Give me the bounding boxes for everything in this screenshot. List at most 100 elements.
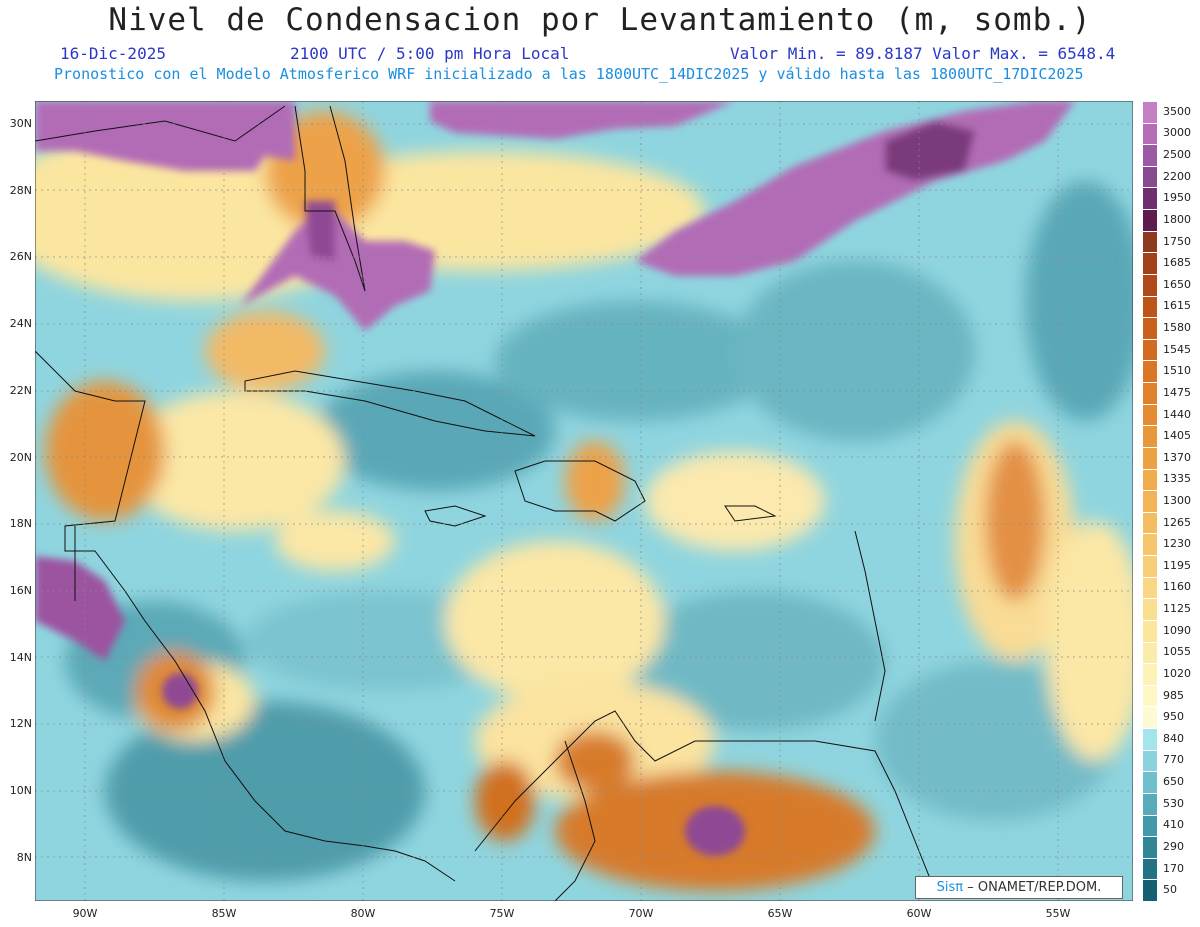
legend-label: 1950 xyxy=(1163,191,1191,205)
legend-swatch xyxy=(1143,209,1157,231)
legend-swatch xyxy=(1143,295,1157,318)
lat-tick-label: 24N xyxy=(9,317,32,331)
legend-label: 1020 xyxy=(1163,666,1191,680)
lat-tick-label: 10N xyxy=(9,784,32,797)
legend-label: 290 xyxy=(1163,839,1184,853)
legend-label: 1195 xyxy=(1163,558,1191,572)
credit-brand: Sisπ xyxy=(936,880,964,895)
legend-label: 650 xyxy=(1163,775,1184,789)
lon-tick-label: 60W xyxy=(906,907,932,920)
legend-swatch xyxy=(1143,144,1157,166)
legend-label: 1090 xyxy=(1163,623,1191,637)
legend-label: 1650 xyxy=(1163,277,1191,291)
legend-swatch xyxy=(1143,598,1157,620)
legend-label: 1750 xyxy=(1163,234,1191,248)
legend-label: 1580 xyxy=(1163,321,1191,335)
legend-swatch xyxy=(1143,425,1157,447)
legend-label: 50 xyxy=(1163,883,1177,897)
map-title: Nivel de Condensacion por Levantamiento … xyxy=(108,2,1092,38)
lat-tick-label: 12N xyxy=(9,717,32,731)
legend-swatch xyxy=(1143,728,1157,750)
legend-label: 1685 xyxy=(1163,256,1191,270)
legend-label: 3000 xyxy=(1163,126,1191,140)
lat-tick-label: 16N xyxy=(9,583,32,597)
legend-label: 840 xyxy=(1163,731,1184,745)
legend-label: 170 xyxy=(1163,861,1184,875)
legend-swatch xyxy=(1143,619,1157,642)
legend-swatch xyxy=(1143,382,1157,404)
legend-swatch xyxy=(1143,641,1157,664)
legend-label: 410 xyxy=(1163,818,1184,832)
legend-swatch xyxy=(1143,771,1157,793)
legend-label: 1300 xyxy=(1163,494,1191,507)
legend-label: 770 xyxy=(1163,753,1184,767)
legend-label: 1335 xyxy=(1163,472,1191,486)
legend-swatch xyxy=(1143,360,1157,383)
lat-tick-label: 20N xyxy=(9,450,32,464)
legend-label: 1265 xyxy=(1163,515,1191,529)
lat-tick-label: 22N xyxy=(9,383,32,397)
legend-label: 2500 xyxy=(1163,148,1191,162)
legend-swatch xyxy=(1143,403,1157,426)
lon-tick-label: 70W xyxy=(628,907,654,920)
credit-box: Sisπ – ONAMET/REP.DOM. xyxy=(915,876,1123,899)
legend-label: 2200 xyxy=(1163,169,1191,183)
lat-tick-label: 8N xyxy=(16,850,32,864)
lon-tick-label: 80W xyxy=(350,907,376,920)
forecast-date: 16-Dic-2025 xyxy=(60,44,166,63)
legend-swatch xyxy=(1143,511,1157,534)
forecast-time: 2100 UTC / 5:00 pm Hora Local xyxy=(290,44,570,63)
legend-swatch xyxy=(1143,879,1157,901)
legend-swatch xyxy=(1143,706,1157,728)
legend-label: 1615 xyxy=(1163,299,1191,313)
legend-swatch xyxy=(1143,576,1157,599)
legend-swatch xyxy=(1143,446,1157,469)
legend-label: 530 xyxy=(1163,796,1184,810)
lon-tick-label: 65W xyxy=(767,907,793,920)
credit-text: – ONAMET/REP.DOM. xyxy=(967,880,1102,895)
legend-label: 1230 xyxy=(1163,537,1191,551)
legend-swatch xyxy=(1143,187,1157,210)
legend-label: 1510 xyxy=(1163,364,1191,378)
lon-tick-label: 75W xyxy=(489,907,515,920)
legend-label: 1160 xyxy=(1163,580,1191,594)
lon-tick-label: 85W xyxy=(211,907,237,920)
legend-swatch xyxy=(1143,252,1157,274)
legend-swatch xyxy=(1143,468,1157,491)
legend-swatch xyxy=(1143,857,1157,880)
lat-tick-label: 26N xyxy=(9,250,32,264)
lat-tick-label: 14N xyxy=(9,650,32,664)
lat-tick-label: 18N xyxy=(9,517,32,531)
legend-swatch xyxy=(1143,814,1157,837)
legend-swatch xyxy=(1143,792,1157,815)
legend-label: 1370 xyxy=(1163,450,1191,464)
lat-tick-label: 30N xyxy=(9,117,32,130)
legend-label: 985 xyxy=(1163,688,1184,702)
legend-swatch xyxy=(1143,317,1157,339)
legend-swatch xyxy=(1143,122,1157,145)
legend-label: 1440 xyxy=(1163,407,1191,421)
legend-label: 1055 xyxy=(1163,645,1191,659)
lat-tick-label: 28N xyxy=(9,183,32,197)
legend-label: 950 xyxy=(1163,710,1184,724)
legend-swatch xyxy=(1143,490,1157,512)
legend-label: 1405 xyxy=(1163,429,1191,443)
legend-swatch xyxy=(1143,684,1157,707)
legend-swatch xyxy=(1143,101,1157,123)
color-legend: 3500 3000 2500 2200 1950 1800 1750 1685 1650 1615… xyxy=(1143,101,1200,901)
lcl-forecast-map xyxy=(35,101,1133,901)
legend-swatch xyxy=(1143,165,1157,188)
legend-label: 1545 xyxy=(1163,342,1191,356)
lon-tick-label: 55W xyxy=(1045,907,1071,920)
legend-label: 1475 xyxy=(1163,385,1191,399)
min-max-values: Valor Min. = 89.8187 Valor Max. = 6548.4 xyxy=(730,44,1116,63)
legend-swatch xyxy=(1143,555,1157,577)
legend-label: 3500 xyxy=(1163,104,1191,118)
legend-swatch xyxy=(1143,836,1157,858)
lon-tick-label: 90W xyxy=(72,907,98,920)
legend-swatch xyxy=(1143,338,1157,361)
legend-swatch xyxy=(1143,663,1157,685)
legend-label: 1800 xyxy=(1163,212,1191,226)
legend-label: 1125 xyxy=(1163,602,1191,616)
legend-swatch xyxy=(1143,749,1157,772)
